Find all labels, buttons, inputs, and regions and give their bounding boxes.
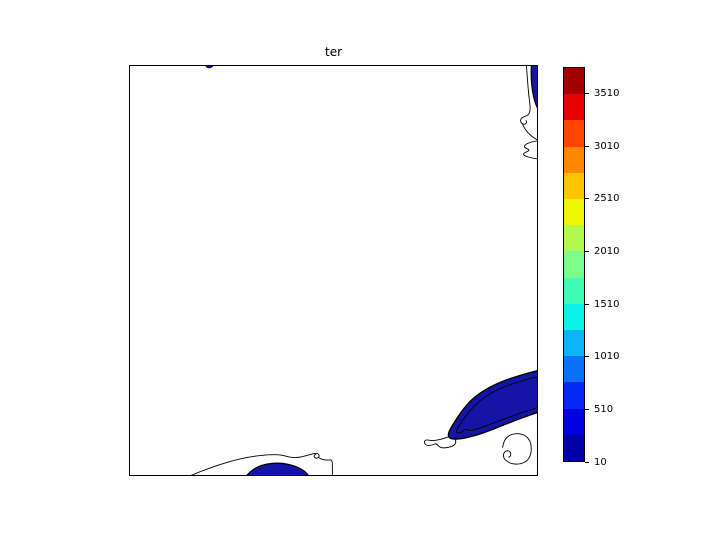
colorbar-segment-8 — [564, 277, 584, 304]
plot-frame — [129, 65, 538, 476]
top-right-edge-sliver — [530, 65, 538, 110]
colorbar-tick-label-3510: 3510 — [594, 87, 620, 99]
colorbar-tick-label-2510: 2510 — [594, 193, 620, 205]
colorbar-tick-1010 — [585, 356, 589, 358]
colorbar-segments — [564, 68, 584, 462]
top-right-contour-line — [520, 65, 538, 141]
colorbar-tick-label-510: 510 — [594, 403, 614, 415]
colorbar-segment-10 — [564, 330, 584, 357]
colorbar-tick-label-1010: 1010 — [594, 351, 620, 363]
colorbar-tick-label-1510: 1510 — [594, 298, 620, 310]
colorbar-segment-9 — [564, 303, 584, 331]
colorbar-ticks: 3510 3010 2510 2010 1510 1010 510 10 — [585, 67, 645, 468]
blob-tail-zigzag-line — [423, 436, 457, 449]
colorbar-segment-3 — [564, 146, 584, 173]
plot-area — [129, 65, 538, 476]
colorbar-tick-label-2010: 2010 — [594, 245, 620, 257]
bottom-center-hill-line — [189, 452, 333, 476]
colorbar-tick-2010 — [585, 250, 589, 252]
bottom-right-ghost-outline — [502, 433, 532, 465]
colorbar-segment-14 — [564, 434, 584, 462]
colorbar-tick-label-10: 10 — [594, 456, 607, 468]
colorbar-segment-0 — [564, 68, 584, 95]
colorbar-segment-6 — [564, 225, 584, 252]
colorbar-segment-13 — [564, 408, 584, 435]
colorbar-segment-7 — [564, 251, 584, 278]
colorbar-segment-1 — [564, 94, 584, 121]
colorbar — [563, 67, 585, 462]
top-right-lower-wiggle-line — [523, 140, 538, 160]
contour-plot-svg — [129, 65, 538, 476]
colorbar-segment-5 — [564, 199, 584, 226]
colorbar-tick-3010 — [585, 145, 589, 147]
colorbar-tick-10 — [585, 461, 589, 463]
bottom-center-dome — [245, 462, 310, 476]
colorbar-segment-2 — [564, 120, 584, 147]
colorbar-tick-1510 — [585, 303, 589, 305]
colorbar-segment-11 — [564, 356, 584, 383]
colorbar-tick-label-3010: 3010 — [594, 140, 620, 152]
colorbar-tick-3510 — [585, 92, 589, 94]
bottom-right-blob — [447, 369, 538, 440]
colorbar-segment-4 — [564, 172, 584, 200]
colorbar-tick-510 — [585, 408, 589, 410]
bottom-right-blob-inner-line — [456, 376, 538, 434]
colorbar-tick-2510 — [585, 198, 589, 200]
plot-title: ter — [324, 45, 343, 59]
colorbar-segment-12 — [564, 382, 584, 409]
